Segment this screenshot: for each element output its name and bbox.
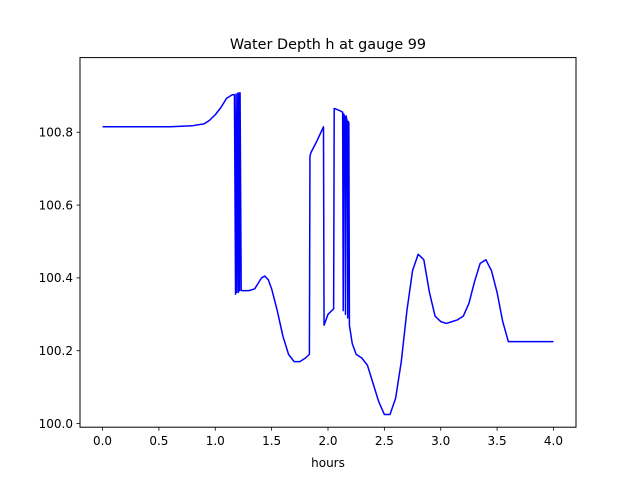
x-axis-label: hours (311, 456, 345, 470)
y-tick-label: 100.4 (39, 271, 73, 285)
y-tick-label: 100.2 (39, 344, 73, 358)
x-tick-label: 2.5 (375, 434, 394, 448)
x-tick-label: 2.0 (318, 434, 337, 448)
x-tick-label: 3.5 (488, 434, 507, 448)
x-tick-label: 3.0 (431, 434, 450, 448)
y-tick-label: 100.8 (39, 125, 73, 139)
chart-title: Water Depth h at gauge 99 (230, 37, 426, 53)
y-tick-label: 100.0 (39, 417, 73, 431)
series-line (102, 92, 554, 416)
y-axis: 100.0 100.2 100.4 100.6 100.8 (39, 125, 80, 431)
y-tick-label: 100.6 (39, 198, 73, 212)
x-axis: 0.0 0.5 1.0 1.5 2.0 2.5 3.0 3.5 4.0 (93, 427, 563, 448)
plot-area (102, 92, 554, 416)
x-tick-label: 0.5 (149, 434, 168, 448)
x-tick-label: 1.0 (206, 434, 225, 448)
x-tick-label: 0.0 (93, 434, 112, 448)
x-tick-label: 1.5 (262, 434, 281, 448)
x-tick-label: 4.0 (544, 434, 563, 448)
